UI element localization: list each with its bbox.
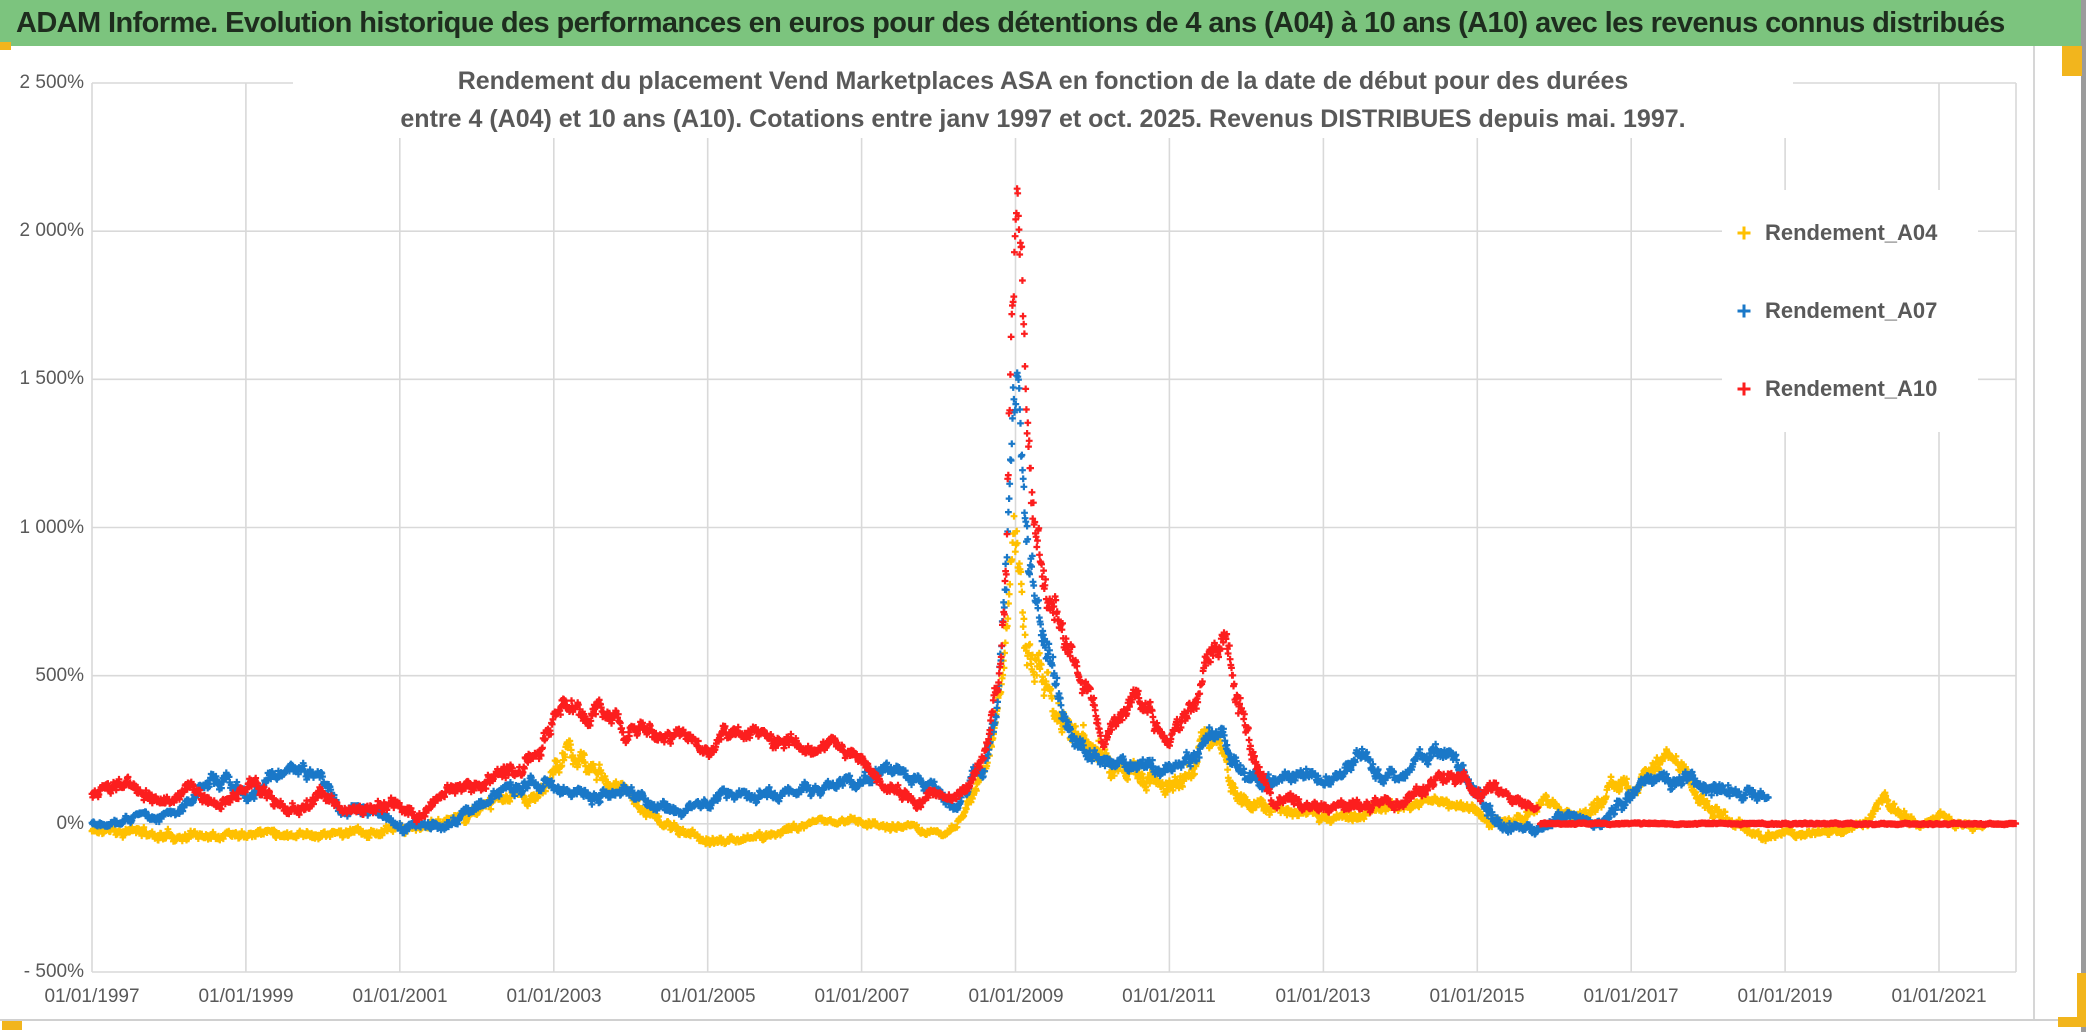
- banner-left-accent: [0, 42, 11, 50]
- scroll-accent-bottom-right[interactable]: [2058, 1017, 2086, 1027]
- y-tick-label: 2 000%: [19, 220, 84, 241]
- series-Rendement_A10: [88, 185, 2020, 829]
- x-tick-label: 01/01/2021: [1891, 986, 1987, 1007]
- y-tick-label: 0%: [56, 813, 84, 834]
- y-tick-label: 500%: [35, 665, 84, 686]
- x-tick-label: 01/01/2009: [968, 986, 1064, 1007]
- x-tick-label: 01/01/2011: [1122, 986, 1216, 1007]
- chart-title-line1: Rendement du placement Vend Marketplaces…: [457, 67, 1629, 95]
- window-right-edge: [2081, 0, 2086, 1032]
- y-tick-label: 1 000%: [19, 517, 84, 538]
- plus-marker-icon: [1737, 226, 1751, 240]
- y-tick-label: - 500%: [23, 961, 84, 982]
- series-Rendement_A07: [88, 369, 1772, 838]
- header-banner: ADAM Informe. Evolution historique des p…: [0, 0, 2086, 46]
- x-tick-label: 01/01/2003: [506, 986, 602, 1007]
- chart-title-line2: entre 4 (A04) et 10 ans (A10). Cotations…: [400, 105, 1686, 133]
- plus-marker-icon: [1737, 382, 1751, 396]
- legend-label: Rendement_A07: [1765, 298, 1938, 323]
- x-tick-label: 01/01/1999: [198, 986, 294, 1007]
- x-tick-label: 01/01/1997: [44, 986, 140, 1007]
- x-tick-label: 01/01/2007: [814, 986, 910, 1007]
- legend-item-rendement-a07[interactable]: Rendement_A07: [1722, 272, 1978, 350]
- x-tick-label: 01/01/2001: [352, 986, 448, 1007]
- legend-item-rendement-a10[interactable]: Rendement_A10: [1722, 350, 1978, 428]
- vertical-scroll-thumb[interactable]: [2077, 973, 2086, 1027]
- legend-item-rendement-a04[interactable]: Rendement_A04: [1722, 194, 1978, 272]
- y-tick-label: 2 500%: [19, 72, 84, 93]
- legend-label: Rendement_A10: [1765, 376, 1938, 401]
- plus-marker-icon: [1737, 304, 1751, 318]
- scroll-accent-top-right[interactable]: [2062, 46, 2082, 76]
- x-tick-label: 01/01/2005: [660, 986, 756, 1007]
- x-tick-label: 01/01/2013: [1275, 986, 1371, 1007]
- banner-title: ADAM Informe. Evolution historique des p…: [16, 6, 2005, 39]
- y-tick-label: 1 500%: [19, 368, 84, 389]
- x-tick-label: 01/01/2019: [1737, 986, 1833, 1007]
- scrollbar-track-line: [0, 1019, 2058, 1021]
- x-tick-label: 01/01/2015: [1429, 986, 1525, 1007]
- legend-label: Rendement_A04: [1765, 220, 1938, 245]
- chart-object-border: [2033, 46, 2035, 1019]
- x-tick-label: 01/01/2017: [1583, 986, 1679, 1007]
- chart-title: Rendement du placement Vend Marketplaces…: [293, 62, 1793, 138]
- chart-legend: Rendement_A04 Rendement_A07 Rendement_A1…: [1722, 190, 1978, 432]
- horizontal-scroll-thumb[interactable]: [2, 1021, 22, 1030]
